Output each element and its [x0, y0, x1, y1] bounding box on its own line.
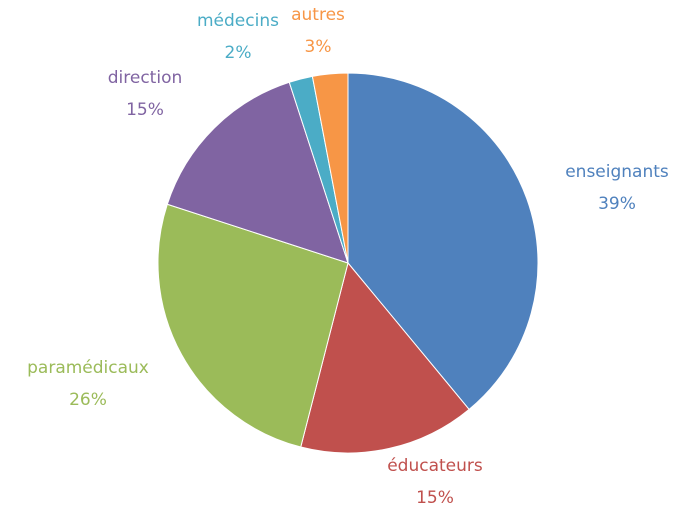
slice-value-label: 3%	[305, 37, 332, 57]
slice-label: autres	[291, 5, 345, 25]
slice-label: paramédicaux	[27, 358, 149, 378]
pie-slice	[311, 72, 349, 264]
slice-label: direction	[108, 68, 183, 88]
slice-label: enseignants	[565, 162, 669, 182]
pie-slice	[157, 203, 349, 448]
slice-label: éducateurs	[387, 456, 483, 476]
pie-slice	[300, 261, 470, 454]
slice-value-label: 2%	[225, 43, 252, 63]
slice-value-label: 39%	[598, 194, 636, 214]
slice-value-label: 15%	[416, 488, 454, 506]
slice-label: médecins	[197, 11, 279, 31]
slice-value-label: 15%	[126, 100, 164, 120]
pie-slice	[166, 81, 349, 264]
slice-value-label: 26%	[69, 390, 107, 410]
pie-slice	[347, 72, 539, 411]
